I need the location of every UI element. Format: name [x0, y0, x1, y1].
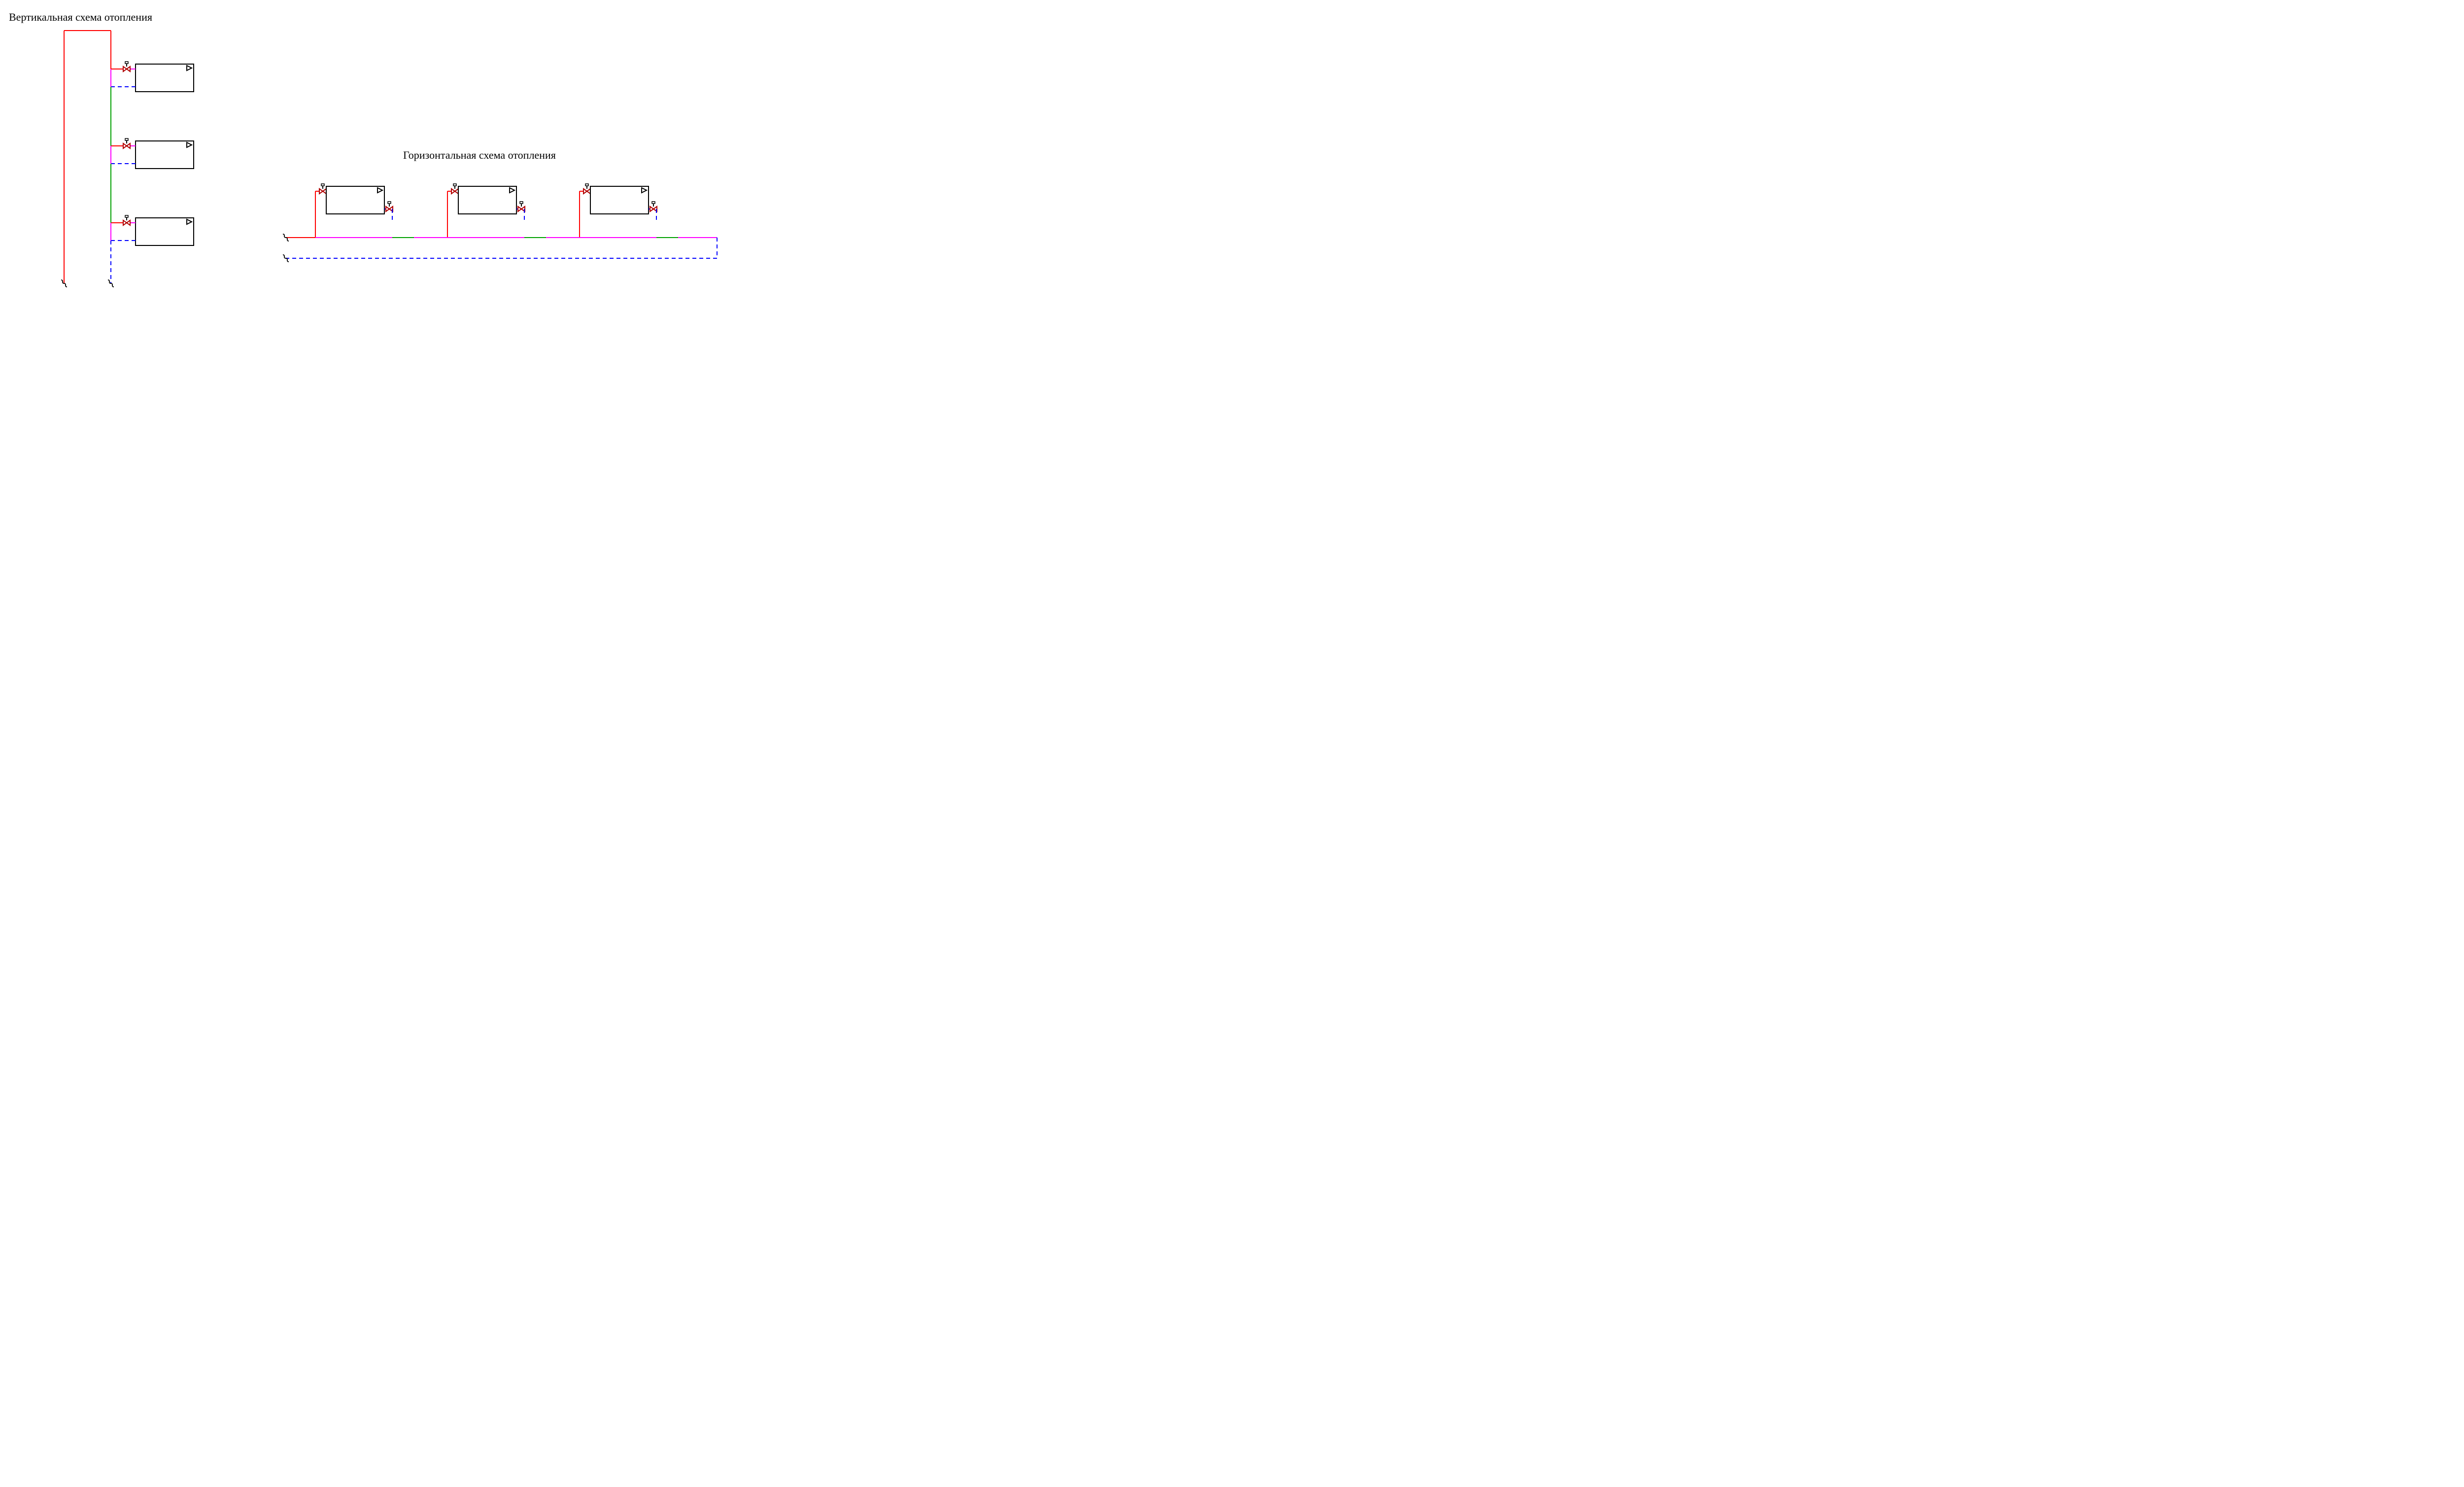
heating-schematic-svg: [0, 0, 724, 298]
v-break-return: [108, 280, 114, 287]
valve-cap: [585, 184, 588, 186]
radiator: [326, 186, 384, 214]
valve-cap: [520, 202, 523, 204]
valve-cap: [453, 184, 456, 186]
valve-cap: [125, 138, 128, 140]
valve-right-tri: [323, 189, 326, 194]
valve-cap: [652, 202, 655, 204]
valve-right-tri: [127, 143, 130, 148]
valve-right-tri: [127, 220, 130, 225]
radiator: [590, 186, 649, 214]
valve-right-tri: [455, 189, 458, 194]
valve-cap: [125, 215, 128, 217]
valve-right-tri: [127, 67, 130, 71]
radiator: [136, 64, 194, 92]
radiator: [136, 141, 194, 169]
valve-cap: [125, 62, 128, 64]
radiator: [458, 186, 516, 214]
radiator: [136, 218, 194, 245]
valve-cap: [321, 184, 324, 186]
valve-right-tri: [587, 189, 590, 194]
valve-cap: [388, 202, 391, 204]
diagram-canvas: Вертикальная схема отопления Горизонталь…: [0, 0, 724, 298]
